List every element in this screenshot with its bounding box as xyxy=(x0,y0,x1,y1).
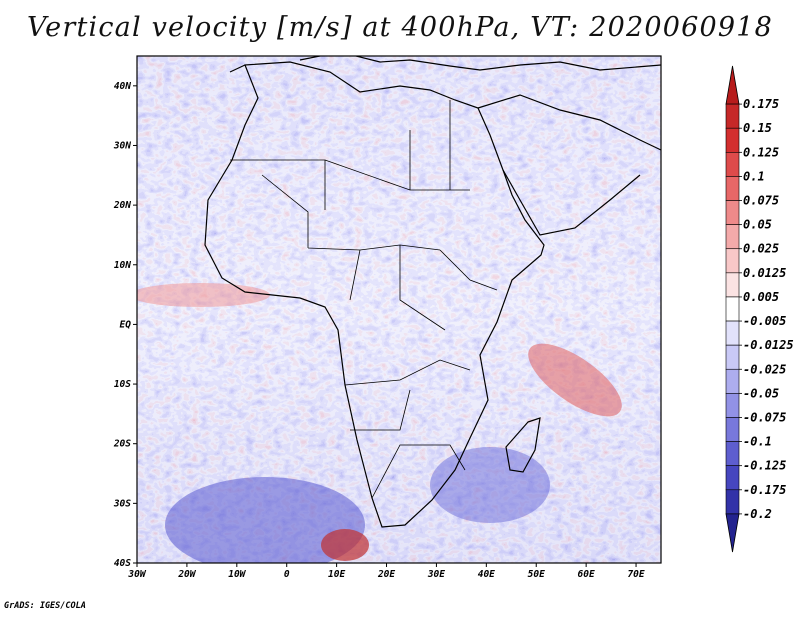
lon-tick-label: 10W xyxy=(228,569,246,580)
colorbar-label: -0.1 xyxy=(743,435,772,449)
longitude-axis: 30W 20W 10W 0 10E 20E 30E 40E 50E 60E 70E xyxy=(127,563,645,580)
lat-tick-label: 10N xyxy=(114,260,131,271)
colorbar-label: 0.025 xyxy=(743,242,779,256)
lon-tick-label: 70E xyxy=(627,569,644,580)
colorbar-swatch xyxy=(725,248,740,274)
velocity-field xyxy=(137,56,661,563)
colorbar-label: -0.2 xyxy=(743,507,772,521)
lon-tick-label: 50E xyxy=(528,569,545,580)
country-borders xyxy=(230,100,498,499)
colorbar-label: -0.05 xyxy=(743,386,779,400)
colorbar-swatch xyxy=(725,200,740,225)
colorbar-swatch xyxy=(725,272,740,298)
lon-tick-label: 30W xyxy=(127,569,146,580)
colorbar-swatch xyxy=(725,368,740,394)
africa-coastline xyxy=(204,61,545,528)
colorbar-top-arrow xyxy=(725,65,740,105)
lon-tick-label: 20W xyxy=(177,569,196,580)
colorbar-swatch xyxy=(725,417,740,442)
colorbar-swatch xyxy=(725,176,740,201)
colorbar-label: -0.0125 xyxy=(743,338,794,352)
colorbar-label: -0.075 xyxy=(743,410,786,424)
coastlines-and-borders xyxy=(204,56,661,528)
colorbar-label: 0.175 xyxy=(743,97,779,111)
colorbar: 0.175 0.15 0.125 0.1 0.075 0.05 0.025 0.0125 0.0… xyxy=(725,65,794,553)
lat-tick-label: 40N xyxy=(114,81,131,92)
colorbar-swatch xyxy=(725,296,740,322)
lat-tick-label: 20S xyxy=(113,439,131,450)
colorbar-swatch xyxy=(725,224,740,250)
ascent-region xyxy=(137,283,270,307)
colorbar-swatch xyxy=(725,465,740,491)
mediterranean-coast xyxy=(229,56,661,73)
colorbar-label: -0.125 xyxy=(743,459,786,473)
colorbar-bottom-arrow xyxy=(725,513,740,553)
colorbar-label: 0.005 xyxy=(743,290,779,304)
lon-tick-label: 60E xyxy=(578,569,595,580)
lon-tick-label: 30E xyxy=(427,569,445,580)
colorbar-swatch xyxy=(725,441,740,466)
colorbar-label: 0.05 xyxy=(743,218,772,232)
descent-region xyxy=(165,477,365,563)
lon-tick-label: 0 xyxy=(284,569,290,580)
colorbar-swatch xyxy=(725,152,740,177)
ascent-region xyxy=(528,343,622,417)
lat-tick-label: 10S xyxy=(114,379,131,390)
grads-credit: GrADS: IGES/COLA xyxy=(4,601,86,611)
lat-tick-label: 20N xyxy=(113,200,131,211)
colorbar-label: -0.005 xyxy=(743,314,786,328)
colorbar-label: 0.15 xyxy=(743,121,772,135)
lon-tick-label: 10E xyxy=(328,569,345,580)
colorbar-label: -0.025 xyxy=(743,362,786,376)
madagascar-coastline xyxy=(505,417,541,473)
colorbar-swatch xyxy=(725,127,740,153)
colorbar-label: 0.125 xyxy=(743,145,779,159)
colorbar-swatch xyxy=(725,393,740,418)
colorbar-swatch xyxy=(725,103,740,129)
latitude-axis: 40N 30N 20N 10N EQ 10S 20S 30S 40S xyxy=(113,81,137,569)
lat-tick-label: 30S xyxy=(113,498,131,509)
colorbar-swatch xyxy=(725,344,740,370)
colorbar-swatch xyxy=(725,489,740,515)
colorbar-label: -0.175 xyxy=(743,483,786,497)
descent-region xyxy=(430,447,550,523)
arabia-coastline xyxy=(477,94,661,236)
lat-tick-label: 30N xyxy=(113,140,131,151)
map-frame xyxy=(136,55,662,564)
colorbar-swatch xyxy=(725,320,740,346)
colorbar-label: 0.0125 xyxy=(743,266,786,280)
map-title: Vertical velocity [m/s] at 400hPa, VT: 2… xyxy=(26,12,774,43)
lon-tick-label: 20E xyxy=(377,569,395,580)
colorbar-label: 0.075 xyxy=(743,194,779,208)
lat-tick-label: 40S xyxy=(114,558,131,569)
lon-tick-label: 40E xyxy=(478,569,495,580)
lat-tick-label: EQ xyxy=(120,319,132,330)
ascent-region xyxy=(321,529,369,561)
colorbar-label: 0.1 xyxy=(743,169,765,183)
